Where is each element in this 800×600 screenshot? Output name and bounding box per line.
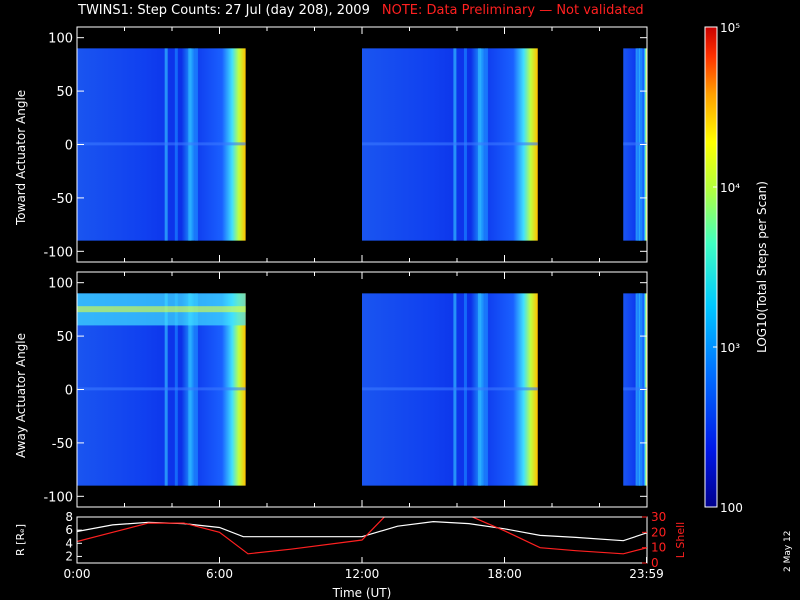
toward-ytick-label-1: 50	[56, 85, 73, 100]
colorbar-tick-label-1: 10³	[720, 341, 740, 355]
toward-zero-band-0	[77, 142, 246, 146]
x-axis-label: Time (UT)	[332, 586, 392, 600]
orbit-series-r	[77, 520, 647, 542]
away-ytick-label-2: 0	[65, 384, 73, 399]
orbit-ytick-left-label-0: 2	[65, 549, 73, 563]
away-zero-band-2	[623, 387, 647, 391]
colorbar-tick-label-0: 100	[720, 501, 743, 515]
orbit-ylabel-left: R [Rₑ]	[14, 524, 27, 556]
away-ytick-label-3: -50	[52, 437, 73, 452]
away-upper-hot-band	[77, 306, 246, 313]
figure-title: TWINS1: Step Counts: 27 Jul (day 208), 2…	[78, 3, 644, 18]
toward-panel: 100 50 0 -50 -100	[43, 26, 648, 263]
toward-zero-band-1	[362, 142, 538, 146]
toward-ytick-label-0: 100	[48, 32, 73, 47]
title-text: TWINS1: Step Counts: 27 Jul (day 208), 2…	[78, 3, 370, 18]
colorbar-label: LOG10(Total Steps per Scan)	[755, 181, 769, 353]
xtick-label-2: 12:00	[345, 567, 380, 581]
orbit-ytick-right-label-2: 20	[651, 525, 666, 539]
orbit-ylabel-right: L Shell	[674, 522, 687, 558]
orbit-ytick-right-label-0: 0	[651, 556, 659, 570]
xtick-label-3: 18:00	[487, 567, 522, 581]
orbit-ytick-right-label-3: 30	[651, 510, 666, 524]
toward-ytick-label-3: -50	[52, 192, 73, 207]
toward-zero-band-2	[623, 142, 647, 146]
note-text: NOTE: Data Preliminary — Not validated	[381, 3, 644, 18]
away-zero-band-0	[77, 387, 246, 391]
orbit-ytick-right-label-1: 10	[651, 541, 666, 555]
colorbar: 100 10³ 10⁴ 10⁵ LOG10(Total Steps per Scan)	[704, 21, 769, 515]
away-panel: 100 50 0 -50 -100	[43, 271, 648, 508]
xtick-label-4: 23:59	[629, 567, 664, 581]
colorbar-tick-label-3: 10⁵	[720, 21, 740, 35]
away-zero-band-1	[362, 387, 538, 391]
xtick-label-0: 0:00	[64, 567, 91, 581]
orbit-ytick-left-label-2: 6	[65, 523, 73, 537]
orbit-series-lshell	[77, 517, 647, 555]
toward-ytick-label-4: -100	[43, 245, 73, 260]
colorbar-tick-label-2: 10⁴	[720, 181, 740, 195]
orbit-ytick-left-label-1: 4	[65, 536, 73, 550]
away-ytick-label-1: 50	[56, 330, 73, 345]
orbit-ytick-left-label-3: 8	[65, 510, 73, 524]
xtick-label-1: 6:00	[206, 567, 233, 581]
away-ytick-label-4: -100	[43, 490, 73, 505]
toward-ytick-label-2: 0	[65, 139, 73, 154]
away-ytick-label-0: 100	[48, 277, 73, 292]
colorbar-gradient	[704, 26, 718, 508]
